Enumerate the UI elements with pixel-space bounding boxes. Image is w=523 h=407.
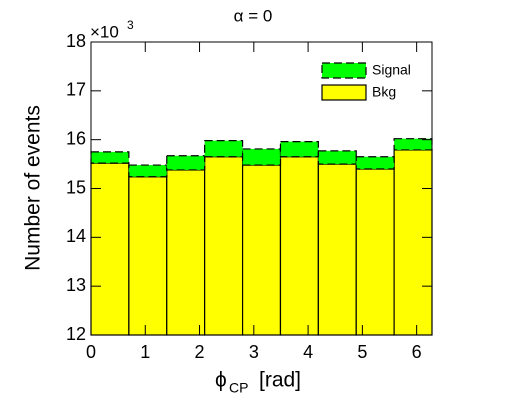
- bar: [166, 169, 206, 336]
- x-tick-label: 4: [303, 342, 313, 362]
- legend-swatch: [321, 84, 367, 101]
- y-axis-label: Number of events: [22, 105, 45, 271]
- legend-label: Bkg: [372, 84, 396, 100]
- bar: [90, 162, 130, 336]
- y-tick-label: 14: [66, 226, 86, 246]
- y-tick-label: 18: [66, 31, 86, 51]
- legend-label: Signal: [372, 62, 411, 78]
- bar: [204, 140, 244, 158]
- chart-title: α = 0: [234, 6, 273, 25]
- bar: [317, 163, 357, 336]
- x-tick-label: 6: [412, 342, 422, 362]
- legend-swatch: [321, 62, 367, 79]
- bar: [393, 149, 433, 336]
- bar: [128, 164, 168, 178]
- bar: [355, 168, 395, 336]
- bar: [166, 155, 206, 171]
- bar: [279, 156, 319, 336]
- x-tick-label: 1: [140, 342, 150, 362]
- x-tick-label: 0: [86, 342, 96, 362]
- bar: [355, 156, 395, 170]
- x-tick-label: 5: [357, 342, 367, 362]
- bar: [204, 156, 244, 336]
- x-axis-label: ϕ: [215, 369, 227, 392]
- bar: [90, 151, 130, 164]
- bar: [241, 164, 282, 336]
- y-tick-label: 12: [66, 324, 86, 344]
- bar: [317, 150, 357, 165]
- bar: [279, 141, 319, 158]
- x-axis-label-unit: [rad]: [259, 369, 301, 392]
- x-tick-label: 3: [249, 342, 259, 362]
- bar: [393, 138, 433, 151]
- y-tick-label: 13: [66, 275, 86, 295]
- y-tick-label: 17: [66, 80, 86, 100]
- y-multiplier: ×10: [90, 22, 119, 41]
- y-tick-label: 16: [66, 128, 86, 148]
- y-tick-label: 15: [66, 177, 86, 197]
- y-multiplier-exponent: 3: [127, 18, 134, 32]
- x-axis-label-subscript: CP: [229, 380, 248, 396]
- bar: [241, 148, 282, 166]
- x-tick-label: 2: [195, 342, 205, 362]
- bar: [128, 176, 168, 336]
